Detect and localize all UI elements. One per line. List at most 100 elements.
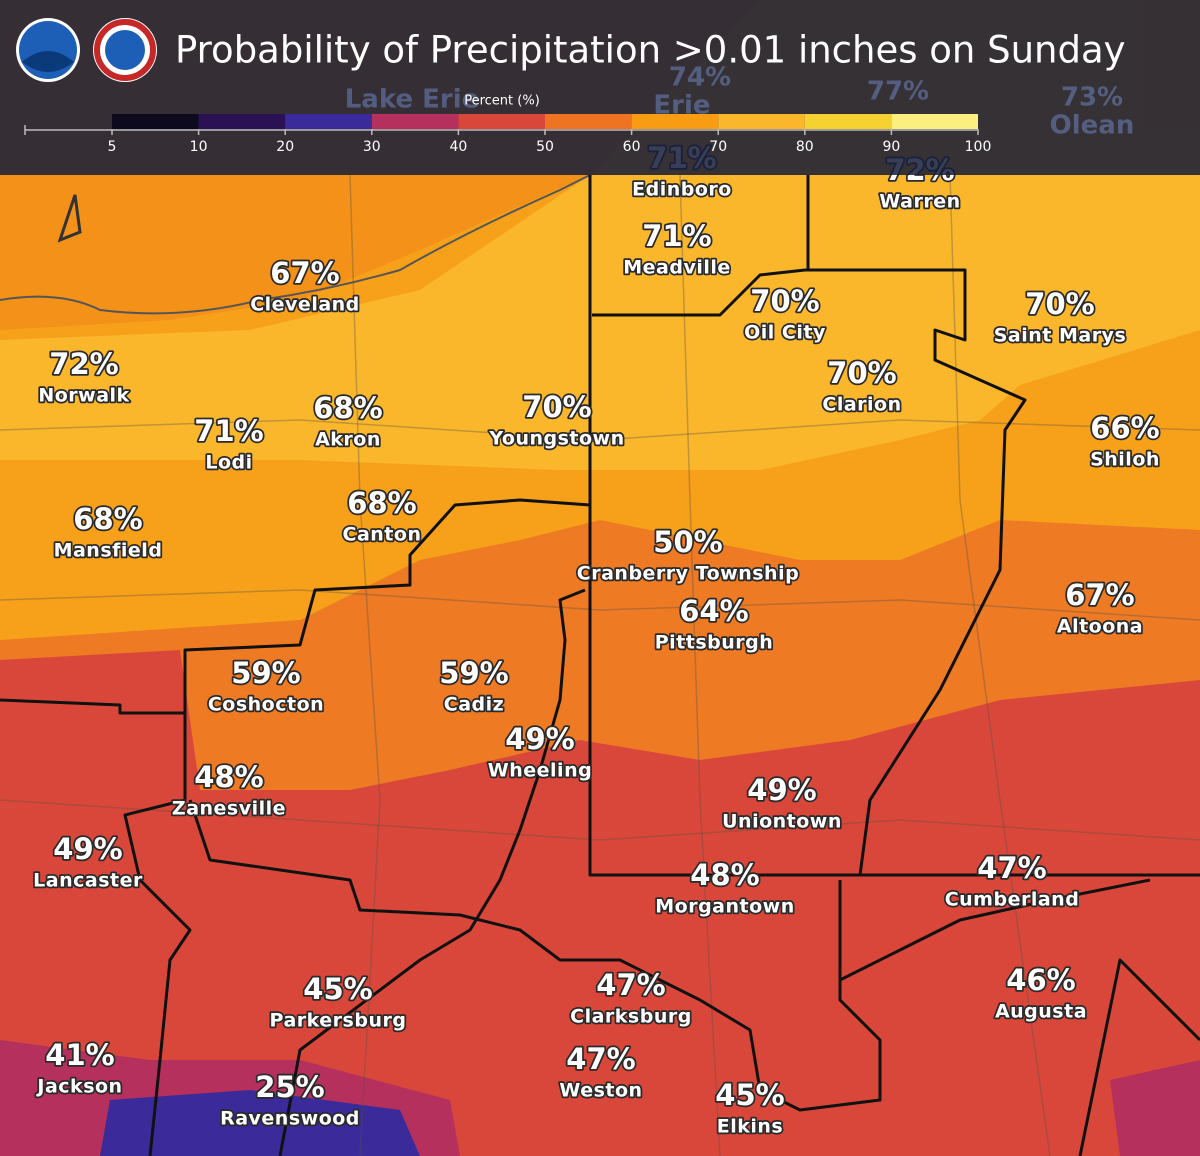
legend-tick-label: 5 <box>108 139 117 155</box>
legend-swatch <box>285 114 372 129</box>
legend-tick-label: 100 <box>965 139 992 155</box>
city-value: 67% <box>1065 578 1134 612</box>
river-line <box>278 588 586 1156</box>
county-line <box>592 268 1027 876</box>
legend-tick-label: 10 <box>190 139 208 155</box>
city-value: 49% <box>53 832 122 866</box>
legend-tick-label: 40 <box>449 139 467 155</box>
city-value: 48% <box>194 760 263 794</box>
legend-swatch <box>718 114 805 129</box>
legend-tick-label: 50 <box>536 139 554 155</box>
city-name: Akron <box>315 429 381 451</box>
county-line <box>0 498 591 715</box>
city-name: Clarksburg <box>570 1006 692 1028</box>
city-name: Pittsburgh <box>655 632 774 654</box>
county-line <box>1078 958 1200 1156</box>
city-name: Warren <box>879 191 960 213</box>
city-name: Uniontown <box>722 811 842 833</box>
city-name: Cleveland <box>250 294 360 316</box>
city-name: Cumberland <box>945 889 1080 911</box>
legend-tick-label: 30 <box>363 139 381 155</box>
background-label: 73% <box>1061 83 1123 113</box>
legend-swatch <box>631 114 719 129</box>
city-value: 50% <box>653 525 722 559</box>
city-value: 47% <box>977 851 1046 885</box>
city-value: 48% <box>690 858 759 892</box>
title: Probability of Precipitation >0.01 inche… <box>175 29 1126 72</box>
city-value: 46% <box>1006 963 1075 997</box>
legend: 5 10 20 30 40 50 60 70 80 90 100 <box>24 114 992 155</box>
region <box>0 650 1200 1156</box>
city-value: 68% <box>347 486 416 520</box>
header-band <box>0 0 1200 175</box>
city-value: 70% <box>522 390 591 424</box>
city-name: Wheeling <box>488 760 592 782</box>
city-name: Jackson <box>35 1076 122 1098</box>
road <box>0 799 1200 841</box>
legend-swatch <box>198 114 286 129</box>
background-label: Lake Erie <box>345 85 480 115</box>
city-name: Zanesville <box>172 798 286 820</box>
city-name: Meadville <box>623 257 731 279</box>
city-value: 67% <box>270 256 339 290</box>
city-name: Mansfield <box>54 540 163 562</box>
city-name: Shiloh <box>1090 449 1160 471</box>
city-value: 66% <box>1090 411 1159 445</box>
legend-swatch <box>371 114 459 129</box>
city-value: 47% <box>566 1042 635 1076</box>
city-name: Augusta <box>995 1001 1087 1023</box>
city-name: Norwalk <box>38 385 129 407</box>
city-name: Cranberry Township <box>577 563 799 585</box>
city-name: Lancaster <box>33 870 143 892</box>
city-name: Clarion <box>822 394 901 416</box>
city-value: 47% <box>596 968 665 1002</box>
region <box>100 1090 420 1156</box>
roads <box>0 174 1200 1156</box>
road <box>0 419 1200 441</box>
legend-tick-label: 90 <box>882 139 900 155</box>
county-line <box>188 799 882 1112</box>
city-value: 41% <box>45 1038 114 1072</box>
city-name: Edinboro <box>632 179 732 201</box>
city-value: 68% <box>73 502 142 536</box>
region <box>0 175 1200 470</box>
background-label: 74% <box>669 63 731 93</box>
city-value: 45% <box>303 972 372 1006</box>
city-name: Saint Marys <box>994 325 1127 347</box>
city-name: Weston <box>559 1080 642 1102</box>
county-line <box>123 713 192 1156</box>
road <box>349 174 381 1156</box>
city-value: 49% <box>747 773 816 807</box>
legend-swatch <box>112 114 199 129</box>
city-name: Altoona <box>1057 616 1143 638</box>
road <box>0 589 1200 621</box>
boundaries <box>0 175 1200 1156</box>
legend-tick-label: 80 <box>796 139 814 155</box>
legend-tick-label: 20 <box>276 139 294 155</box>
city-value: 49% <box>505 722 574 756</box>
region <box>1110 1060 1200 1156</box>
road <box>679 174 721 1156</box>
legend-swatch <box>458 114 545 129</box>
city-value: 59% <box>231 656 300 690</box>
city-value: 72% <box>49 347 118 381</box>
city-value: 70% <box>1025 287 1094 321</box>
county-line <box>839 878 1151 982</box>
city-name: Elkins <box>717 1116 783 1138</box>
shoreline <box>0 174 591 315</box>
city-name: Canton <box>343 524 422 546</box>
city-value: 45% <box>715 1078 784 1112</box>
legend-title: Percent (%) <box>464 94 540 109</box>
legend-swatch <box>804 114 892 129</box>
legend-swatch <box>545 114 632 129</box>
city-value: 70% <box>827 356 896 390</box>
legend-tick-label: 60 <box>623 139 641 155</box>
city-value: 64% <box>679 594 748 628</box>
city-name: Parkersburg <box>270 1010 407 1032</box>
background-label: Olean <box>1050 111 1135 141</box>
city-value: 25% <box>255 1070 324 1104</box>
island <box>57 194 82 243</box>
legend-swatch <box>891 114 978 129</box>
